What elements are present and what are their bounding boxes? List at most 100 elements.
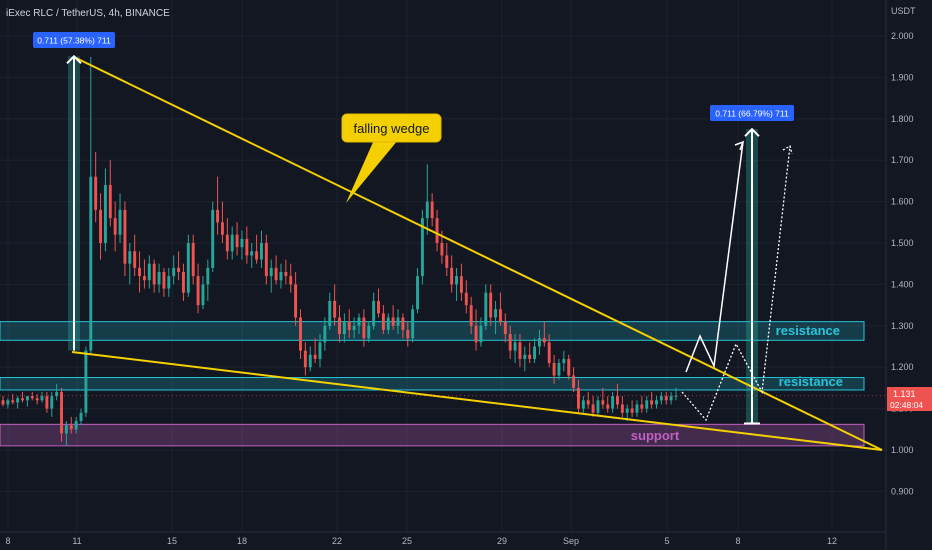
grid — [0, 0, 886, 532]
time-tick-label: 18 — [237, 536, 247, 546]
resistance-label-lower: resistance — [779, 374, 843, 389]
candle-body — [352, 325, 356, 330]
candle-body — [89, 176, 93, 351]
svg-text:0.711 (66.79%) 711: 0.711 (66.79%) 711 — [715, 109, 789, 119]
candle-body — [167, 276, 171, 289]
measure-label-right: 0.711 (66.79%) 711 — [710, 105, 794, 121]
projection-arrowhead-dotted — [782, 145, 793, 155]
price-axis[interactable]: USDT 2.000 1.900 1.800 1.700 1.600 1.500 1.400… — [885, 0, 932, 550]
candle-body — [372, 300, 376, 326]
candle-body — [191, 243, 195, 277]
candle-body — [16, 398, 20, 403]
candle-body — [596, 400, 600, 413]
candle-body — [537, 338, 541, 347]
candle-body — [260, 243, 263, 260]
candle-body — [611, 396, 615, 409]
candle-body — [35, 398, 39, 401]
candle-body — [547, 342, 551, 364]
candle-body — [425, 201, 429, 219]
resistance-zone-lower[interactable] — [0, 377, 865, 391]
candle-body — [201, 284, 205, 306]
candle-body — [181, 271, 185, 293]
price-tick-label: 1.600 — [891, 197, 914, 207]
wedge-upper-trendline[interactable] — [75, 57, 883, 451]
candles — [1, 56, 678, 446]
candle-body — [206, 267, 210, 285]
candle-body — [162, 271, 166, 289]
candle-body — [630, 408, 634, 413]
projection-path-dotted — [681, 145, 791, 422]
candle-body — [128, 251, 132, 264]
last-price-tag — [887, 387, 932, 411]
candle-body — [94, 176, 98, 210]
candle-body — [138, 267, 142, 277]
falling-wedge-callout[interactable]: falling wedge — [341, 113, 442, 203]
candle-body — [391, 317, 395, 326]
candle-body — [664, 396, 668, 401]
candle-body — [118, 209, 122, 235]
time-axis[interactable]: 8 11 15 18 22 25 29 Sep 5 8 12 — [0, 531, 886, 546]
candle-body — [133, 251, 137, 268]
candle-body — [386, 317, 390, 330]
candle-body — [196, 276, 200, 306]
candle-body — [274, 267, 278, 281]
candle-body — [450, 267, 454, 285]
price-tick-label: 1.900 — [891, 72, 914, 82]
candle-body — [557, 363, 561, 376]
candle-body — [620, 404, 624, 413]
candle-body — [299, 317, 302, 351]
candle-body — [50, 396, 54, 409]
projection-arrowhead-solid — [734, 140, 745, 151]
candle-body — [513, 342, 517, 351]
time-tick-label: 8 — [5, 536, 10, 546]
candle-body — [640, 404, 644, 409]
candle-body — [552, 363, 556, 376]
price-axis-unit: USDT — [891, 6, 916, 16]
candle-body — [279, 271, 283, 281]
candle-body — [416, 276, 419, 310]
candle-body — [328, 300, 332, 326]
time-tick-label: 8 — [735, 536, 740, 546]
candle-body — [494, 309, 498, 318]
price-tick-label: 1.800 — [891, 114, 914, 124]
candle-body — [396, 317, 400, 326]
candle-body — [250, 251, 254, 256]
candle-body — [484, 292, 488, 326]
candle-body — [186, 243, 190, 293]
candle-body — [245, 238, 249, 256]
candle-body — [674, 395, 678, 397]
candle-body — [216, 209, 220, 223]
candle-body — [157, 271, 161, 285]
candle-body — [69, 425, 73, 430]
candle-body — [338, 317, 341, 335]
candle-body — [45, 396, 49, 409]
candle-body — [289, 276, 293, 285]
candle-body — [40, 396, 44, 401]
candle-body — [1, 400, 5, 405]
candle-body — [6, 400, 10, 405]
support-label: support — [631, 428, 680, 443]
wedge-lower-trendline[interactable] — [71, 351, 883, 451]
support-zone[interactable] — [0, 423, 865, 447]
candle-body — [498, 309, 502, 322]
candle-body — [308, 354, 312, 368]
candle-body — [542, 338, 546, 343]
candle-body — [147, 263, 151, 281]
time-tick-label: 29 — [497, 536, 507, 546]
candle-body — [230, 234, 234, 252]
candle-body — [64, 425, 68, 434]
projection-path-solid — [685, 141, 744, 373]
candle-body — [79, 412, 83, 422]
candle-body — [74, 421, 78, 430]
resistance-zone-upper[interactable] — [0, 321, 865, 341]
candle-body — [99, 209, 102, 243]
candle-body — [445, 255, 449, 268]
candle-body — [533, 346, 537, 359]
candle-body — [269, 267, 273, 277]
candle-body — [367, 325, 371, 339]
candle-body — [240, 238, 244, 248]
candle-body — [430, 201, 434, 219]
candle-body — [381, 313, 385, 330]
candle-body — [567, 358, 571, 376]
